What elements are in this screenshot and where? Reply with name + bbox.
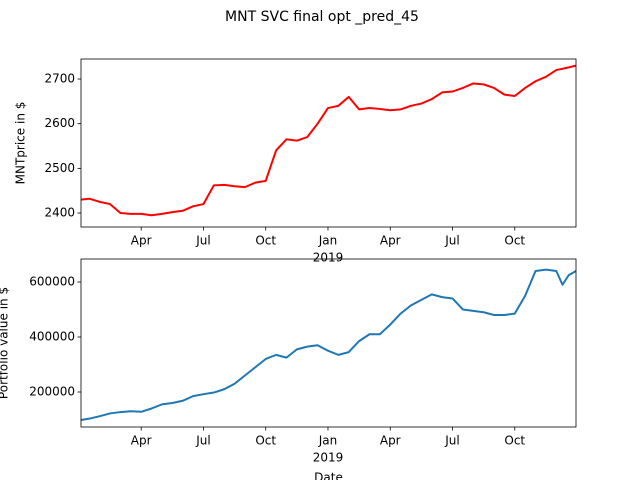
- y-tick-label: 2600: [44, 116, 75, 130]
- x-tick-label: Jan: [318, 434, 338, 448]
- x-tick-label: Apr: [380, 234, 401, 248]
- x-axis-label: Date: [314, 471, 343, 480]
- x-tick-label: Jul: [444, 234, 459, 248]
- y-tick-label: 200000: [29, 384, 75, 398]
- x-tick-label: Jul: [195, 434, 210, 448]
- x-tick-label: Oct: [255, 434, 276, 448]
- x-year-label: 2019: [313, 451, 344, 465]
- x-tick-label: Jul: [195, 234, 210, 248]
- x-tick-label: Jan: [318, 234, 338, 248]
- y-tick-label: 2400: [44, 206, 75, 220]
- x-tick-label: Oct: [255, 234, 276, 248]
- axes-frame: [80, 258, 577, 428]
- y-axis-label: MNTprice in $: [14, 102, 28, 185]
- y-tick-label: 600000: [29, 274, 75, 288]
- x-tick-label: Apr: [131, 234, 152, 248]
- y-tick-label: 400000: [29, 329, 75, 343]
- x-tick-label: Jul: [444, 434, 459, 448]
- x-year-label: 2019: [313, 251, 344, 265]
- data-line: [80, 268, 577, 422]
- figure-title: MNT SVC final opt _pred_45: [225, 9, 419, 25]
- x-tick-label: Apr: [131, 434, 152, 448]
- y-axis-label: Portfolio value in $: [0, 287, 11, 399]
- x-tick-label: Apr: [380, 434, 401, 448]
- x-tick-label: Oct: [504, 234, 525, 248]
- data-line: [80, 64, 577, 217]
- axes-frame: [80, 58, 577, 228]
- x-tick-label: Oct: [504, 434, 525, 448]
- y-tick-label: 2500: [44, 161, 75, 175]
- y-tick-label: 2700: [44, 72, 75, 86]
